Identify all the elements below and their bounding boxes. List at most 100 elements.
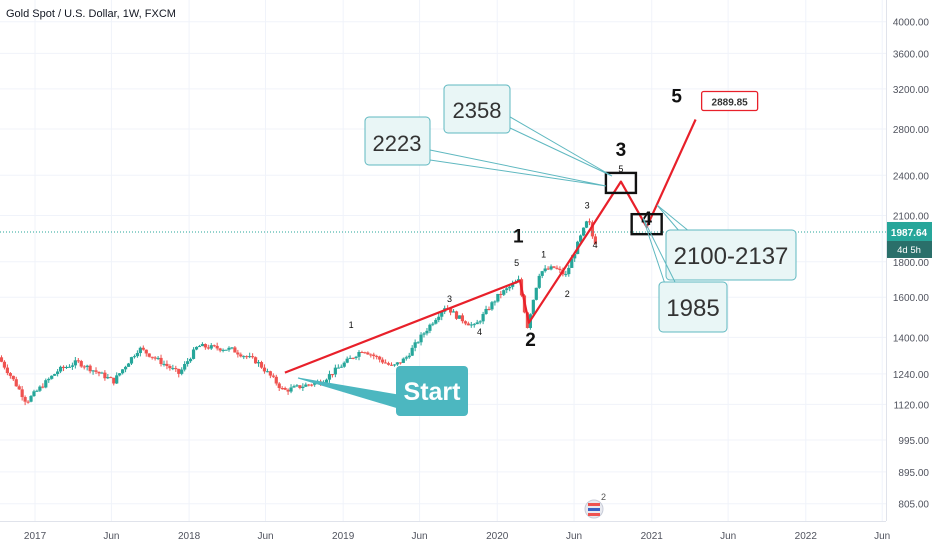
candle-body xyxy=(348,357,352,359)
candle-body xyxy=(437,316,441,320)
candle-body xyxy=(200,344,204,347)
minor-wave-label: 1 xyxy=(541,250,546,260)
annotation-layer: 1234512345123452889.85 xyxy=(349,86,759,375)
candle-body xyxy=(153,357,157,359)
candle-body xyxy=(472,324,476,326)
candle-body xyxy=(61,366,66,369)
candle-body xyxy=(186,361,190,365)
svg-text:2: 2 xyxy=(601,492,606,502)
candle-body xyxy=(224,349,228,351)
candle-body xyxy=(298,385,302,389)
candle-body xyxy=(481,313,485,322)
candle-body xyxy=(2,361,7,368)
candle-body xyxy=(56,371,60,375)
candle-body xyxy=(73,360,77,366)
candle-body xyxy=(14,379,18,387)
time-tick-label: Jun xyxy=(412,531,428,542)
candle-body xyxy=(218,348,222,351)
current-price-tag xyxy=(887,221,932,241)
candle-body xyxy=(558,268,562,270)
callout-2358-box xyxy=(443,84,511,134)
candle-body xyxy=(197,346,202,348)
candle-body xyxy=(422,333,426,335)
economic-event-flag-icon[interactable]: 2 xyxy=(584,492,606,519)
candle-body xyxy=(440,311,444,317)
price-tick-label: 4000.00 xyxy=(893,18,930,29)
candle-body xyxy=(215,345,219,349)
candle-body xyxy=(271,375,275,377)
price-tick-label: 1600.00 xyxy=(893,293,930,304)
candle-body xyxy=(135,353,139,357)
candle-body xyxy=(97,371,101,374)
wave-line-primary xyxy=(284,119,697,374)
candle-body xyxy=(419,334,423,343)
candle-body xyxy=(407,355,411,358)
minor-wave-label: 3 xyxy=(585,200,590,210)
candle-body xyxy=(537,275,541,288)
price-tick-label: 805.00 xyxy=(898,500,929,511)
candle-body xyxy=(156,357,160,359)
candle-body xyxy=(478,321,482,323)
callout-start-box xyxy=(396,366,468,416)
candle-body xyxy=(76,360,80,362)
candle-body xyxy=(41,386,45,388)
wave-4-box xyxy=(630,212,663,236)
callout-2100-2137-box xyxy=(665,229,797,281)
candle-body xyxy=(434,319,438,324)
candle-body xyxy=(555,267,559,269)
candle-body xyxy=(304,384,308,387)
candle-body xyxy=(395,362,400,365)
candle-body xyxy=(386,363,391,365)
time-tick-label: Jun xyxy=(257,531,273,542)
candle-body xyxy=(339,366,343,368)
callout-2358-pointer xyxy=(504,113,613,177)
candle-body xyxy=(268,371,272,376)
price-tick-label: 3200.00 xyxy=(893,85,930,96)
candle-body xyxy=(310,384,314,386)
candle-body xyxy=(5,367,9,374)
candle-body xyxy=(126,363,131,367)
candle-body xyxy=(79,361,83,367)
candle-body xyxy=(401,358,405,363)
candle-body xyxy=(171,368,175,370)
candle-body xyxy=(369,354,373,356)
callout-1985-text: 1985 xyxy=(666,295,719,322)
candle-body xyxy=(567,267,571,275)
candle-body xyxy=(286,389,290,392)
candle-body xyxy=(91,370,95,372)
time-tick-label: Jun xyxy=(720,531,736,542)
candle-body xyxy=(253,357,258,364)
candle-body xyxy=(206,347,210,349)
candle-body xyxy=(17,386,21,390)
callout-2100-2137-text: 2100-2137 xyxy=(674,243,789,270)
candle-body xyxy=(381,359,385,363)
callout-2223-box xyxy=(364,116,431,166)
candle-body xyxy=(579,235,583,242)
candle-body xyxy=(103,372,107,379)
minor-wave-label: 1 xyxy=(349,320,354,330)
time-tick-label: 2020 xyxy=(486,531,509,542)
price-tick-label: 2400.00 xyxy=(893,171,930,182)
price-axis[interactable]: 805.00 895.00 995.00 1120.00 1240.00 1400.00 1… xyxy=(886,0,930,521)
candle-body xyxy=(289,387,293,392)
candle-body xyxy=(431,323,435,325)
candle-body xyxy=(47,378,51,381)
major-wave-label: 5 xyxy=(671,86,682,107)
candle-body xyxy=(564,274,568,276)
price-tick-label: 3600.00 xyxy=(893,49,930,60)
candle-body xyxy=(132,356,137,358)
candle-body xyxy=(277,383,281,388)
candles-layer xyxy=(0,218,597,406)
minor-wave-label: 3 xyxy=(447,294,452,304)
candle-body xyxy=(428,324,432,331)
price-tick-label: 1240.00 xyxy=(893,370,930,381)
candle-body xyxy=(8,373,12,376)
candle-body xyxy=(389,364,394,366)
candle-body xyxy=(333,367,337,375)
time-axis[interactable]: 2017 Jun 2018 Jun 2019 Jun 2020 Jun 2021 Jun 2022 J… xyxy=(0,521,890,543)
candle-body xyxy=(85,365,89,367)
candle-body xyxy=(26,401,30,403)
candle-body xyxy=(118,373,122,376)
